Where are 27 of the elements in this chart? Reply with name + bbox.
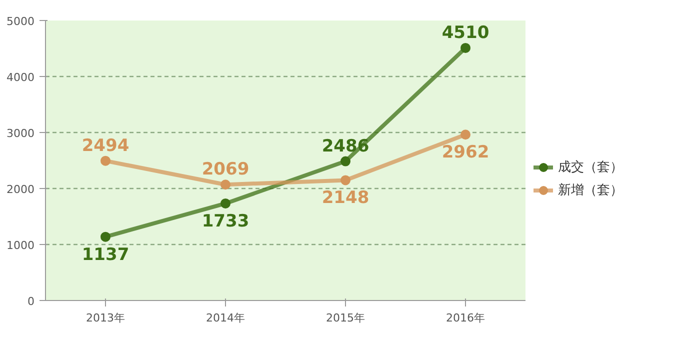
data-label: 2962 [442,142,490,163]
x-tick-label: 2013年 [86,312,126,324]
legend-label: 成交（套） [558,159,623,176]
point [100,156,110,166]
point [460,130,470,140]
y-tick-label: 2000 [6,183,35,196]
point [340,156,350,166]
point [220,198,230,208]
y-tick-label: 1000 [6,239,35,252]
data-label: 4510 [442,22,490,43]
data-label: 1137 [82,244,130,265]
point [220,180,230,190]
y-tick-label: 4000 [6,71,35,84]
legend-label: 新增（套） [558,182,623,199]
data-label: 2148 [322,188,370,208]
x-tick-label: 2015年 [326,312,366,324]
x-tick-label: 2014年 [206,312,246,324]
point [340,175,350,186]
point [100,232,110,242]
x-tick-label: 2016年 [446,312,486,324]
y-tick-label: 5000 [6,15,35,28]
y-tick-label: 0 [28,295,34,308]
data-label: 2069 [202,160,250,180]
y-tick-label: 3000 [6,127,35,140]
point [460,42,470,53]
data-label: 2494 [82,136,130,156]
data-label: 1733 [202,211,250,232]
